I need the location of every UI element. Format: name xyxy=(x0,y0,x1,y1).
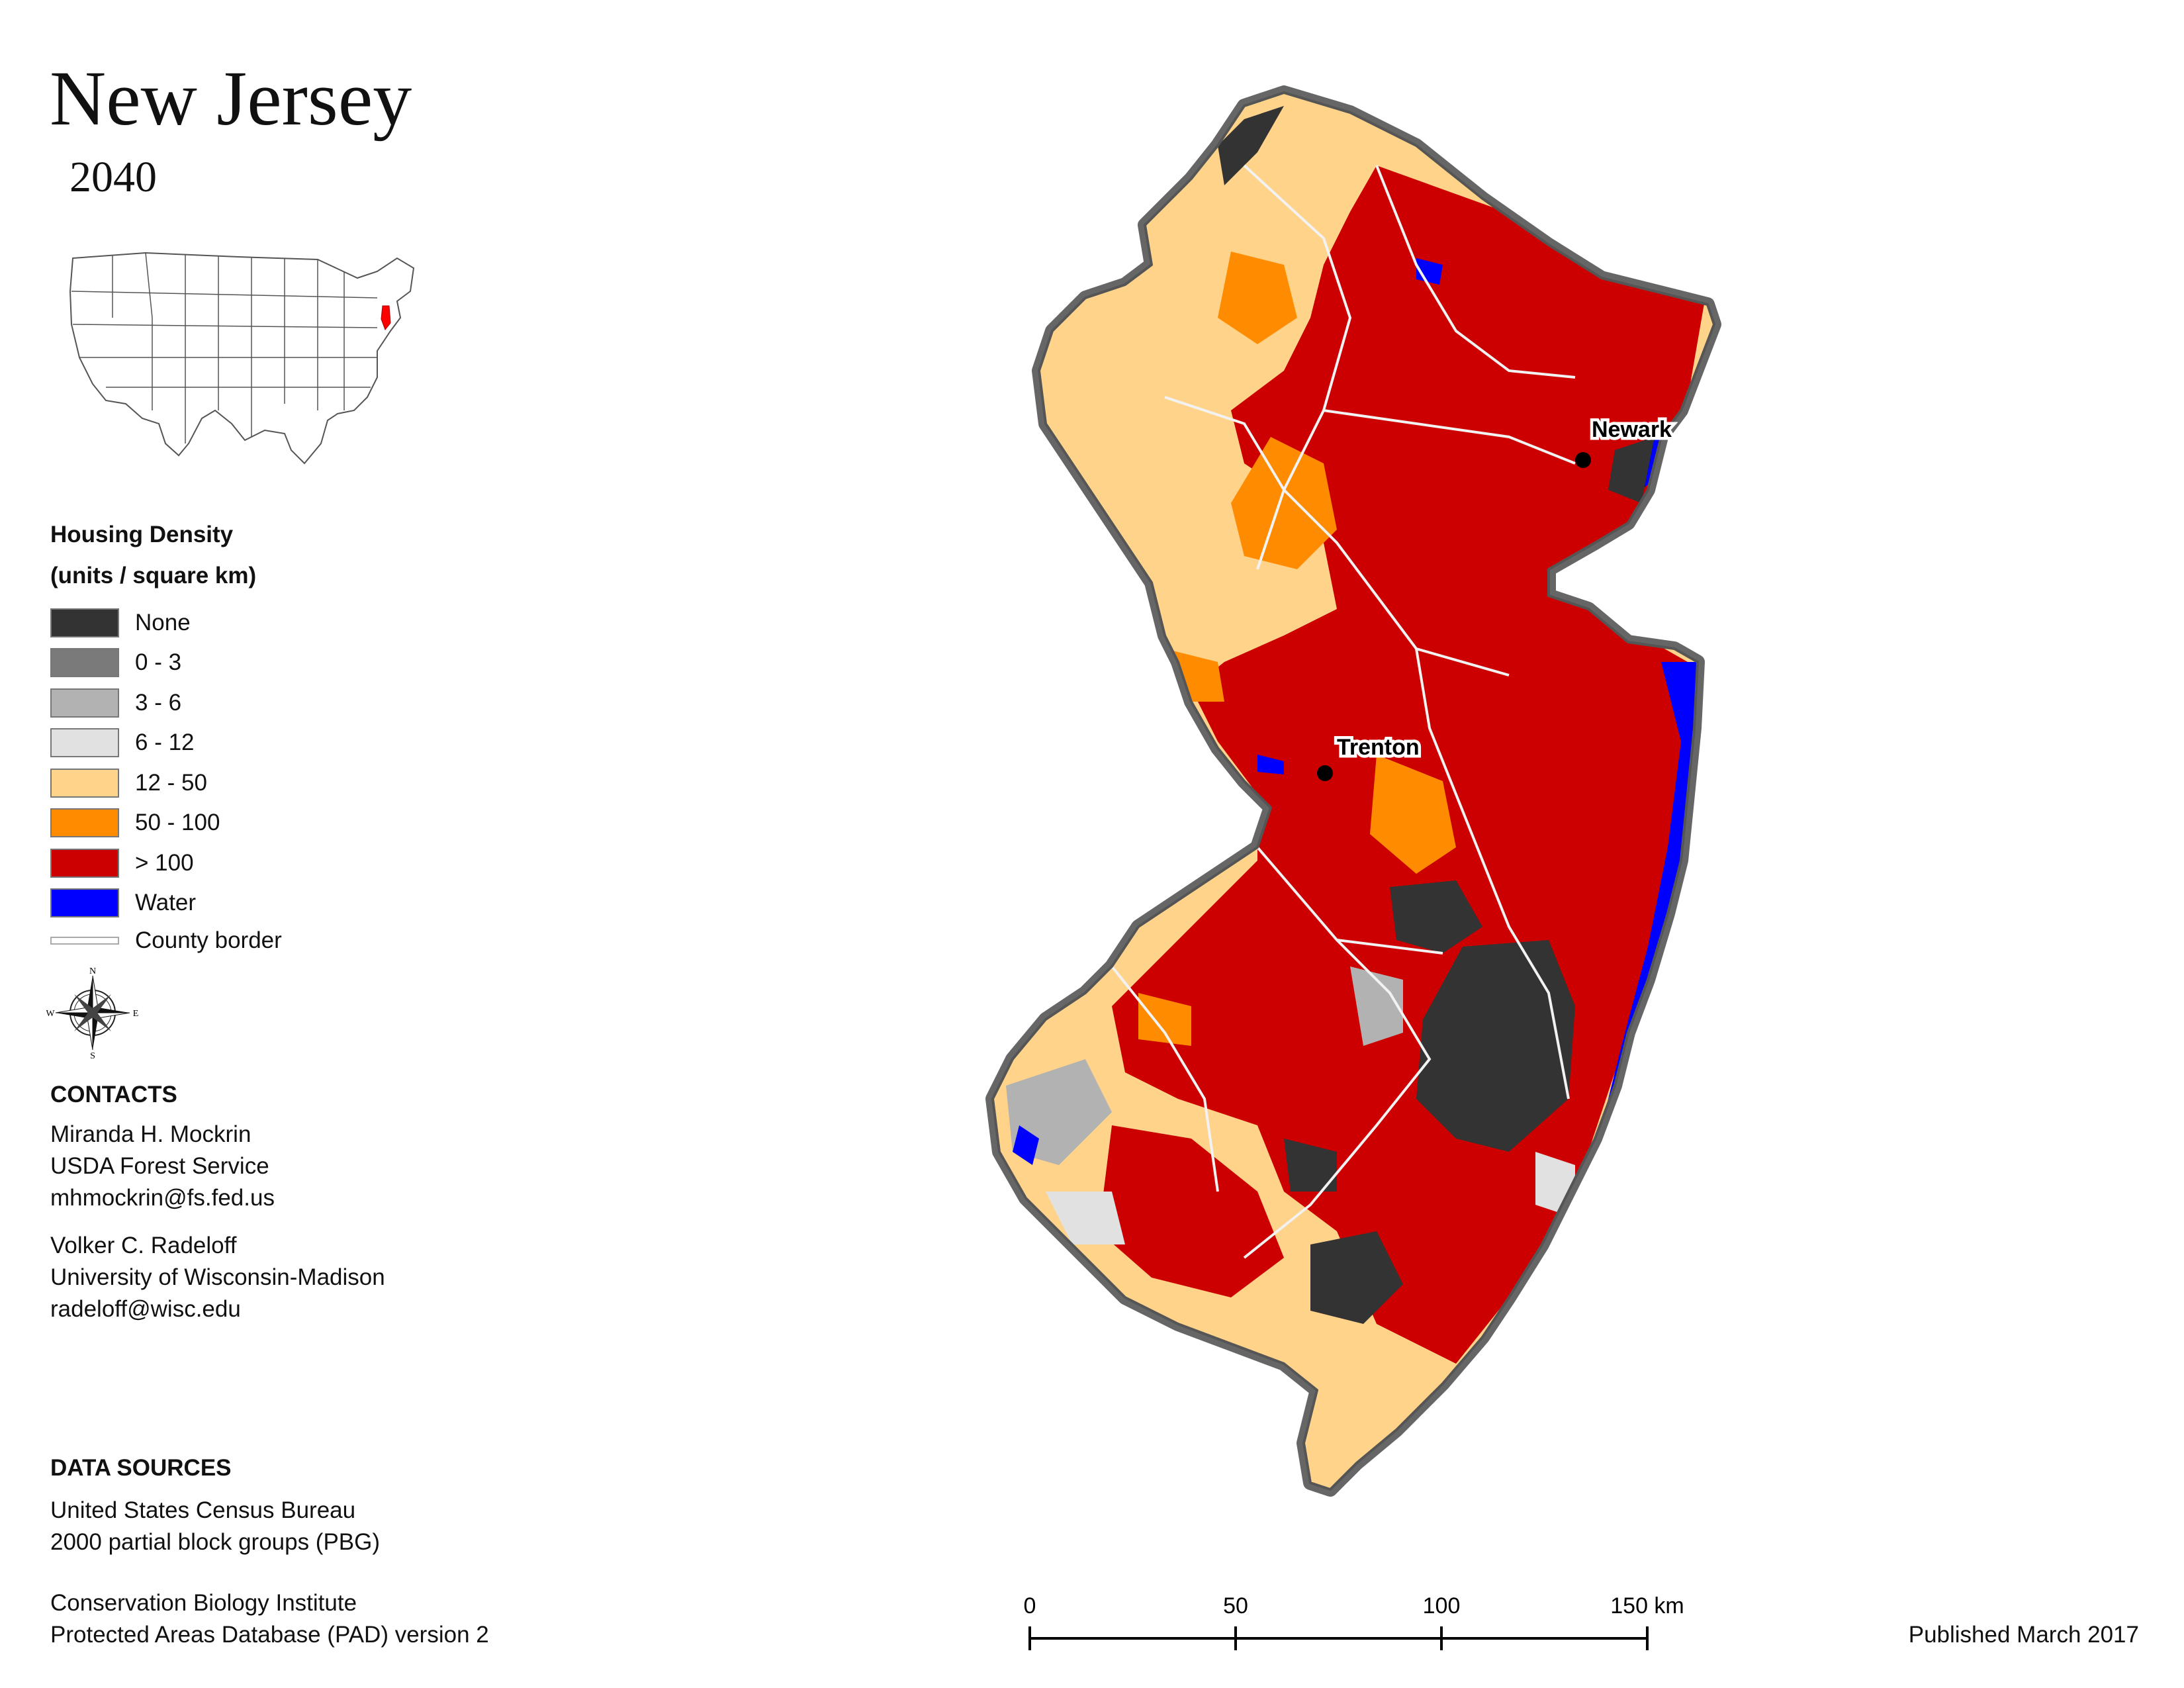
map-title: New Jersey xyxy=(50,55,412,142)
legend-swatch xyxy=(50,648,119,677)
contact1-email[interactable]: mhmockrin@fs.fed.us xyxy=(50,1185,275,1211)
scale-tick-150: 150 km xyxy=(1610,1593,1684,1618)
city-label-newark: Newark xyxy=(1592,417,1672,442)
contact1-org: USDA Forest Service xyxy=(50,1153,269,1179)
legend-label: None xyxy=(135,610,191,635)
contact1-name: Miranda H. Mockrin xyxy=(50,1121,251,1147)
legend-item-county-border: County border xyxy=(50,925,282,956)
legend-label: 50 - 100 xyxy=(135,810,220,835)
legend-swatch xyxy=(50,608,119,637)
contact2-email[interactable]: radeloff@wisc.edu xyxy=(50,1296,241,1322)
legend-swatch xyxy=(50,849,119,878)
compass-e: E xyxy=(133,1009,139,1019)
legend-swatch xyxy=(50,769,119,798)
city-label-trenton: Trenton xyxy=(1337,735,1420,760)
legend-item-water: Water xyxy=(50,888,196,918)
source2-line2: Protected Areas Database (PAD) version 2 xyxy=(50,1622,489,1648)
contact2-name: Volker C. Radeloff xyxy=(50,1233,237,1258)
legend-swatch xyxy=(50,728,119,757)
legend-label: 12 - 50 xyxy=(135,770,207,796)
legend-label: 0 - 3 xyxy=(135,649,182,675)
legend-item-12-50: 12 - 50 xyxy=(50,768,207,798)
scale-tick-0: 0 xyxy=(1024,1593,1036,1618)
contact2-org: University of Wisconsin-Madison xyxy=(50,1264,385,1290)
scale-tick-50: 50 xyxy=(1223,1593,1248,1618)
legend-swatch xyxy=(50,808,119,837)
trenton-marker xyxy=(1317,765,1333,781)
compass-s: S xyxy=(90,1051,95,1059)
source1-line1: United States Census Bureau xyxy=(50,1497,356,1523)
legend-swatch xyxy=(50,688,119,718)
newark-marker xyxy=(1575,452,1591,468)
legend-subtitle: (units / square km) xyxy=(50,563,257,588)
compass-w: W xyxy=(46,1009,55,1019)
legend-item-none: None xyxy=(50,608,191,638)
legend-border-swatch xyxy=(50,937,119,945)
legend-item-over-100: > 100 xyxy=(50,848,194,878)
data-sources-heading: DATA SOURCES xyxy=(50,1455,232,1481)
published-date: Published March 2017 xyxy=(1908,1622,2139,1648)
usa-inset-map-icon xyxy=(69,252,415,465)
source1-line2: 2000 partial block groups (PBG) xyxy=(50,1529,381,1555)
legend-label: 3 - 6 xyxy=(135,690,182,716)
compass-n: N xyxy=(89,966,96,976)
legend-label: County border xyxy=(135,927,282,953)
contacts-heading: CONTACTS xyxy=(50,1082,177,1107)
source2-line1: Conservation Biology Institute xyxy=(50,1590,357,1616)
legend-label: 6 - 12 xyxy=(135,729,195,755)
scale-tick-100: 100 xyxy=(1423,1593,1461,1618)
new-jersey-map: Newark Trenton xyxy=(913,66,1747,1562)
compass-rose-icon: N S E W xyxy=(46,966,139,1059)
legend-item-6-12: 6 - 12 xyxy=(50,727,195,758)
legend-label: > 100 xyxy=(135,850,194,876)
map-subtitle: 2040 xyxy=(69,153,157,201)
legend-title: Housing Density xyxy=(50,522,234,547)
scale-bar: 0 50 100 150 km xyxy=(1024,1593,1684,1650)
legend-item-3-6: 3 - 6 xyxy=(50,688,181,718)
legend-item-50-100: 50 - 100 xyxy=(50,808,220,838)
legend-label: Water xyxy=(135,890,197,915)
legend-item-0-3: 0 - 3 xyxy=(50,647,181,678)
legend-swatch xyxy=(50,888,119,917)
